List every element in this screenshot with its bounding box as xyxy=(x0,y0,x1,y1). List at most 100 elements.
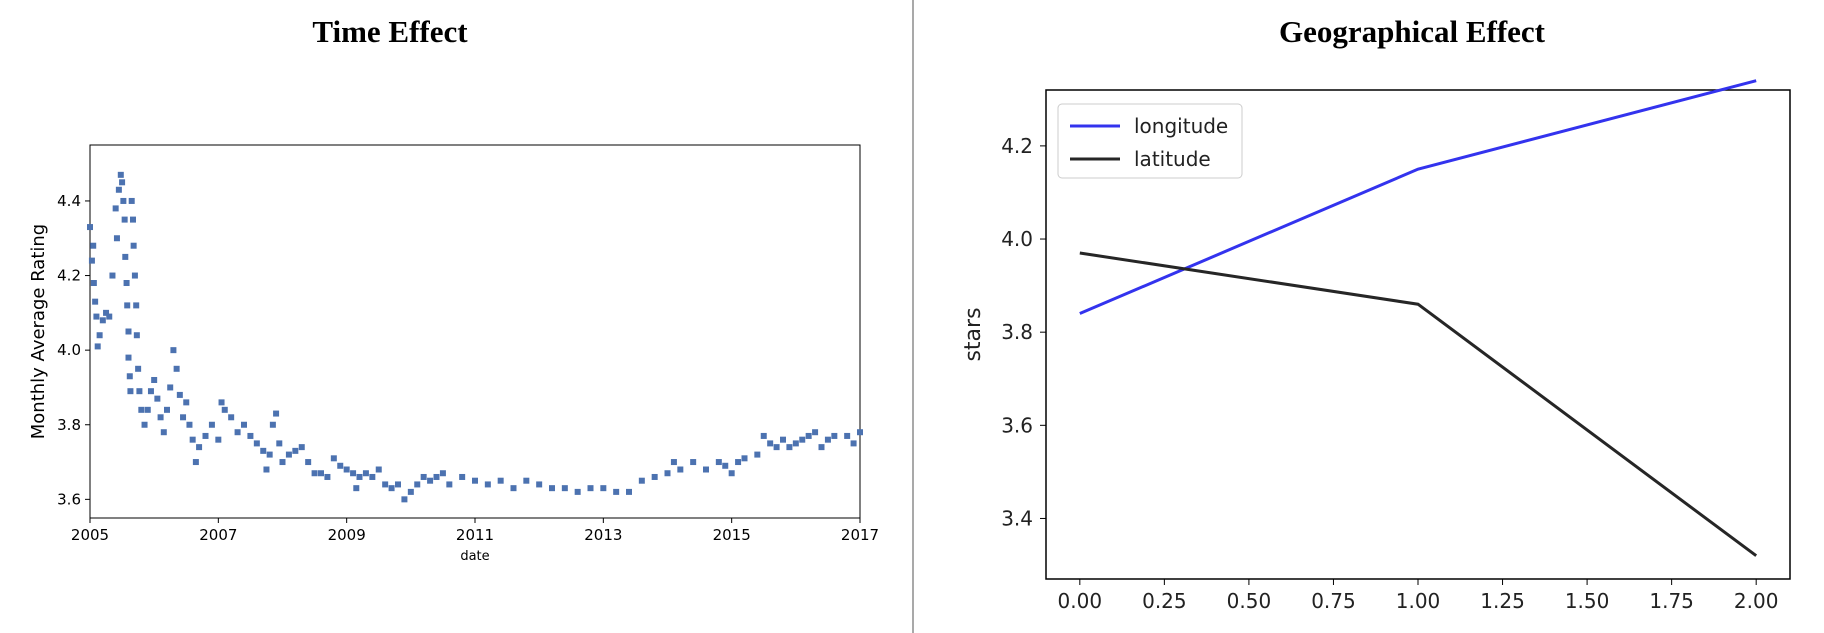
data-point xyxy=(818,444,825,451)
data-point xyxy=(497,477,504,484)
x-tick-label: 1.25 xyxy=(1480,589,1525,613)
data-point xyxy=(337,462,344,469)
data-point xyxy=(266,451,273,458)
data-point xyxy=(786,444,793,451)
data-point xyxy=(715,459,722,466)
data-point xyxy=(401,496,408,503)
data-point xyxy=(292,447,299,454)
data-point xyxy=(138,406,145,413)
data-point xyxy=(362,470,369,477)
data-point xyxy=(180,414,187,421)
x-tick-label: 1.75 xyxy=(1649,589,1694,613)
series-line-latitude xyxy=(1079,251,1758,557)
data-point xyxy=(106,313,113,320)
data-point xyxy=(561,485,568,492)
data-point xyxy=(208,421,215,428)
data-point xyxy=(760,432,767,439)
data-point xyxy=(90,280,97,287)
data-point xyxy=(792,440,799,447)
y-tick-label: 3.6 xyxy=(57,490,81,508)
x-tick-label: 2015 xyxy=(713,526,751,544)
data-point xyxy=(96,332,103,339)
data-point xyxy=(218,399,225,406)
data-point xyxy=(395,481,401,488)
data-point xyxy=(773,444,780,451)
data-point xyxy=(754,451,761,458)
data-point xyxy=(117,171,124,178)
x-axis-label: date xyxy=(460,549,489,564)
legend-label-longitude: longitude xyxy=(1134,114,1228,138)
data-point xyxy=(273,410,280,417)
data-point xyxy=(260,447,267,454)
data-point xyxy=(285,451,292,458)
geographical-effect-title: Geographical Effect xyxy=(1278,14,1545,49)
data-point xyxy=(369,473,376,480)
data-point xyxy=(196,444,203,451)
data-point xyxy=(407,488,414,495)
x-tick-label: 2013 xyxy=(584,526,622,544)
data-point xyxy=(133,332,140,339)
data-point xyxy=(121,216,128,223)
data-point xyxy=(703,466,709,473)
data-point xyxy=(88,257,95,264)
data-point xyxy=(167,384,174,391)
data-point xyxy=(382,481,389,488)
y-tick-label: 4.2 xyxy=(57,267,81,285)
x-tick-label: 2011 xyxy=(456,526,494,544)
data-point xyxy=(151,376,158,383)
data-point xyxy=(670,459,677,466)
x-tick-label: 2007 xyxy=(199,526,237,544)
data-point xyxy=(850,440,857,447)
data-point xyxy=(122,253,129,260)
data-point xyxy=(831,432,838,439)
data-point xyxy=(799,436,806,443)
data-point xyxy=(805,432,812,439)
data-point xyxy=(343,466,350,473)
y-axis-label: Monthly Average Rating xyxy=(28,224,49,439)
y-tick-label: 4.0 xyxy=(57,341,81,359)
data-point xyxy=(857,429,863,436)
data-point xyxy=(728,470,735,477)
data-point xyxy=(549,485,555,492)
data-point xyxy=(298,444,305,451)
data-point xyxy=(523,477,530,484)
data-point xyxy=(439,470,446,477)
data-point xyxy=(124,302,131,309)
data-point xyxy=(133,302,140,309)
x-tick-label: 2005 xyxy=(71,526,109,544)
data-point xyxy=(109,272,116,279)
data-point xyxy=(113,235,120,242)
data-point xyxy=(414,481,421,488)
data-point xyxy=(510,485,517,492)
data-point xyxy=(173,365,180,372)
data-point xyxy=(136,388,143,395)
data-point xyxy=(318,470,324,477)
data-point xyxy=(112,205,119,212)
data-point xyxy=(812,429,819,436)
data-point xyxy=(228,414,235,421)
data-point xyxy=(164,406,170,413)
data-point xyxy=(125,354,132,361)
data-point xyxy=(279,459,286,466)
data-point xyxy=(192,459,199,466)
data-point xyxy=(356,473,363,480)
data-point xyxy=(735,459,742,466)
x-tick-label: 0.25 xyxy=(1142,589,1187,613)
y-tick-label: 3.4 xyxy=(1001,506,1033,530)
x-tick-label: 2.00 xyxy=(1734,589,1779,613)
data-point xyxy=(247,432,254,439)
data-point xyxy=(767,440,774,447)
data-point xyxy=(741,455,748,462)
data-point xyxy=(664,470,671,477)
data-point xyxy=(388,485,395,492)
data-point xyxy=(87,224,93,231)
time-effect-chart: 2005 2007 2009 2011 2013 2015 2017 3.6 3.8 4.0 4.2… xyxy=(28,144,879,564)
y-tick-label: 4.4 xyxy=(57,192,81,210)
data-point xyxy=(446,481,453,488)
data-point xyxy=(780,436,786,443)
data-point xyxy=(253,440,260,447)
data-point xyxy=(115,186,122,193)
data-point xyxy=(123,280,130,287)
data-point xyxy=(433,473,440,480)
